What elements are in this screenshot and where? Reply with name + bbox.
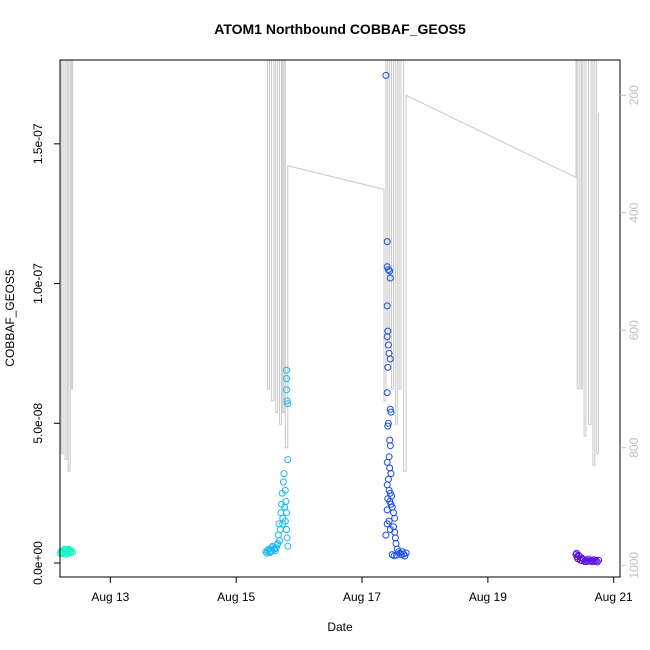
data-point — [383, 389, 391, 397]
x-tick-label: Aug 13 — [91, 590, 129, 604]
data-point — [573, 549, 581, 557]
data-point — [283, 386, 290, 394]
data-point — [592, 557, 600, 564]
data-point — [280, 470, 288, 478]
data-point — [382, 531, 390, 539]
x-axis: Aug 13 Aug 15 Aug 17 Aug 19 Aug 21 — [91, 577, 633, 604]
data-point — [588, 558, 596, 566]
data-point — [386, 526, 394, 533]
data-point — [283, 375, 290, 383]
chart-title: ATOM1 Northbound COBBAF_GEOS5 — [214, 21, 466, 37]
x-tick-label: Aug 17 — [343, 590, 381, 604]
data-point — [284, 400, 292, 408]
data-point — [390, 509, 397, 517]
data-point — [279, 520, 287, 528]
data-point — [383, 333, 391, 341]
data-point — [387, 470, 395, 478]
data-point — [65, 545, 73, 553]
data-point — [386, 405, 394, 413]
data-point — [383, 481, 391, 489]
y2-tick-label: 600 — [627, 320, 641, 340]
y2-tick-label: 800 — [627, 437, 641, 457]
data-point — [593, 558, 601, 566]
data-point — [283, 526, 290, 533]
data-point — [283, 534, 291, 542]
data-point — [385, 517, 393, 525]
data-point — [386, 436, 394, 444]
data-point — [385, 453, 393, 461]
data-point — [284, 542, 292, 550]
data-point — [263, 549, 271, 557]
data-point — [272, 544, 280, 552]
y-axis-label: COBBAF_GEOS5 — [3, 269, 17, 367]
data-point — [387, 408, 395, 416]
data-point — [283, 509, 290, 517]
y-axis: 0.0e+00 5.0e-08 1.0e-07 1.5e-07 — [31, 123, 60, 585]
data-point — [391, 534, 399, 542]
data-point — [283, 397, 291, 405]
data-point — [281, 486, 289, 494]
data-point — [383, 238, 391, 246]
pressure-trace-line — [59, 59, 600, 472]
series-1 — [56, 545, 77, 558]
data-point — [386, 355, 394, 363]
x-tick-label: Aug 21 — [595, 590, 633, 604]
x-tick-label: Aug 15 — [217, 590, 255, 604]
series-2 — [262, 366, 292, 557]
data-point — [575, 551, 582, 559]
data-point — [276, 526, 284, 533]
data-point — [402, 549, 410, 557]
secondary-y-axis: 200 400 600 800 1000 — [620, 85, 641, 579]
pressure-trace — [59, 59, 600, 472]
data-point — [384, 419, 392, 427]
data-point — [390, 552, 398, 560]
y-tick-label: 1.0e-07 — [31, 263, 45, 304]
data-point — [274, 531, 282, 539]
data-point — [587, 556, 595, 564]
data-point — [279, 478, 287, 486]
y2-tick-label: 400 — [627, 202, 641, 222]
data-point — [386, 442, 394, 450]
y-tick-label: 5.0e-08 — [31, 403, 45, 444]
data-point — [383, 506, 391, 514]
data-point — [595, 556, 603, 564]
data-point — [382, 71, 390, 79]
y-tick-label: 1.5e-07 — [31, 123, 45, 164]
x-tick-label: Aug 19 — [469, 590, 507, 604]
data-point — [383, 458, 391, 466]
data-point — [284, 456, 292, 464]
y2-tick-label: 1000 — [627, 552, 641, 579]
series-4 — [572, 549, 603, 566]
data-point — [384, 475, 392, 483]
data-point — [384, 266, 392, 274]
data-point — [282, 498, 290, 505]
data-point — [388, 551, 396, 559]
data-point — [384, 341, 392, 349]
y2-tick-label: 200 — [627, 85, 641, 105]
y-tick-label: 0.0e+00 — [31, 541, 45, 585]
data-point — [386, 274, 394, 282]
data-point — [386, 464, 394, 472]
plot-frame — [59, 59, 621, 578]
data-point — [384, 363, 392, 371]
data-point — [283, 366, 290, 374]
data-point — [392, 540, 400, 547]
series-3 — [382, 71, 410, 560]
data-point — [391, 528, 399, 536]
data-point — [62, 550, 70, 558]
data-points — [56, 71, 603, 566]
x-axis-label: Date — [327, 620, 353, 634]
data-point — [384, 422, 392, 430]
data-point — [386, 267, 394, 275]
data-point — [383, 302, 391, 310]
data-point — [591, 557, 599, 565]
data-point — [391, 514, 399, 522]
